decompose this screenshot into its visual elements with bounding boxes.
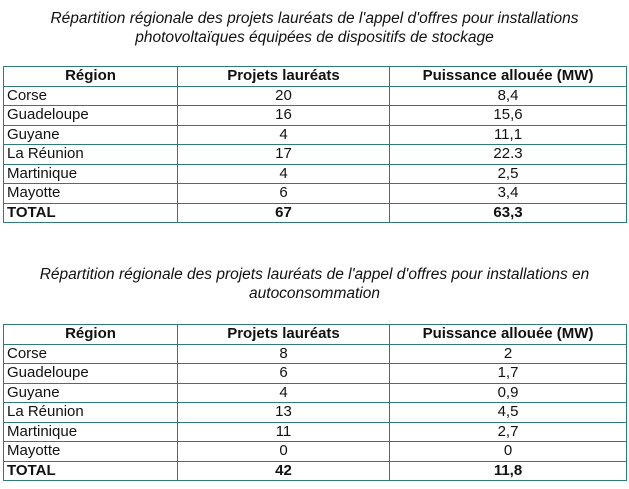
cell-puissance: 0,9 [389,382,627,403]
cell-puissance: 3,4 [389,183,627,204]
table-1-caption-line-1: Répartition régionale des projets lauréa… [50,10,579,27]
table-row: Mayotte 0 0 [3,441,627,462]
cell-region: La Réunion [3,402,178,423]
table-header-row: Région Projets lauréats Puissance alloué… [3,66,627,87]
cell-total-projets: 42 [177,460,390,481]
table-total-row: TOTAL 42 11,8 [3,460,627,481]
cell-region: Corse [3,343,178,364]
table-row: Guadeloupe 6 1,7 [3,363,627,384]
table-row: Martinique 4 2,5 [3,163,627,184]
cell-region: Corse [3,85,178,106]
header-projets: Projets lauréats [177,66,390,87]
cell-projets: 8 [177,343,390,364]
table-2-caption: Répartition régionale des projets lauréa… [0,265,629,303]
cell-puissance: 1,7 [389,363,627,384]
cell-projets: 0 [177,441,390,462]
cell-region: Martinique [3,421,178,442]
cell-total-puissance: 11,8 [389,460,627,481]
cell-puissance: 0 [389,441,627,462]
table-total-row: TOTAL 67 63,3 [3,202,627,223]
header-projets: Projets lauréats [177,324,390,345]
cell-total-puissance: 63,3 [389,202,627,223]
cell-projets: 16 [177,105,390,126]
header-puissance: Puissance allouée (MW) [389,66,627,87]
table-row: Corse 8 2 [3,343,627,364]
cell-region: Guadeloupe [3,105,178,126]
table-row: Martinique 11 2,7 [3,421,627,442]
table-row: Guyane 4 0,9 [3,382,627,403]
table-row: La Réunion 13 4,5 [3,402,627,423]
table-row: Guyane 4 11,1 [3,124,627,145]
table-1-caption: Répartition régionale des projets lauréa… [0,9,629,47]
cell-region: Mayotte [3,441,178,462]
cell-puissance: 2,5 [389,163,627,184]
table-2-caption-line-1: Répartition régionale des projets lauréa… [39,266,590,283]
cell-projets: 6 [177,363,390,384]
table-storage-pv: Région Projets lauréats Puissance alloué… [3,66,627,223]
cell-projets: 20 [177,85,390,106]
cell-projets: 4 [177,163,390,184]
cell-total-label: TOTAL [3,460,178,481]
cell-puissance: 15,6 [389,105,627,126]
table-header-row: Région Projets lauréats Puissance alloué… [3,324,627,345]
cell-puissance: 2 [389,343,627,364]
cell-region: Guyane [3,124,178,145]
cell-puissance: 11,1 [389,124,627,145]
cell-projets: 4 [177,124,390,145]
table-row: La Réunion 17 22.3 [3,144,627,165]
header-region: Région [3,66,178,87]
table-row: Mayotte 6 3,4 [3,183,627,204]
cell-projets: 4 [177,382,390,403]
header-puissance: Puissance allouée (MW) [389,324,627,345]
cell-projets: 17 [177,144,390,165]
cell-total-projets: 67 [177,202,390,223]
cell-region: Mayotte [3,183,178,204]
cell-total-label: TOTAL [3,202,178,223]
cell-region: La Réunion [3,144,178,165]
cell-region: Guyane [3,382,178,403]
cell-puissance: 8,4 [389,85,627,106]
cell-region: Martinique [3,163,178,184]
cell-puissance: 22.3 [389,144,627,165]
cell-puissance: 4,5 [389,402,627,423]
cell-puissance: 2,7 [389,421,627,442]
cell-projets: 11 [177,421,390,442]
table-2-caption-line-2: autoconsommation [249,285,380,302]
table-row: Corse 20 8,4 [3,85,627,106]
table-autoconsommation: Région Projets lauréats Puissance alloué… [3,324,627,481]
cell-projets: 6 [177,183,390,204]
cell-region: Guadeloupe [3,363,178,384]
header-region: Région [3,324,178,345]
table-row: Guadeloupe 16 15,6 [3,105,627,126]
cell-projets: 13 [177,402,390,423]
table-1-caption-line-2: photovoltaïques équipées de dispositifs … [135,29,494,46]
